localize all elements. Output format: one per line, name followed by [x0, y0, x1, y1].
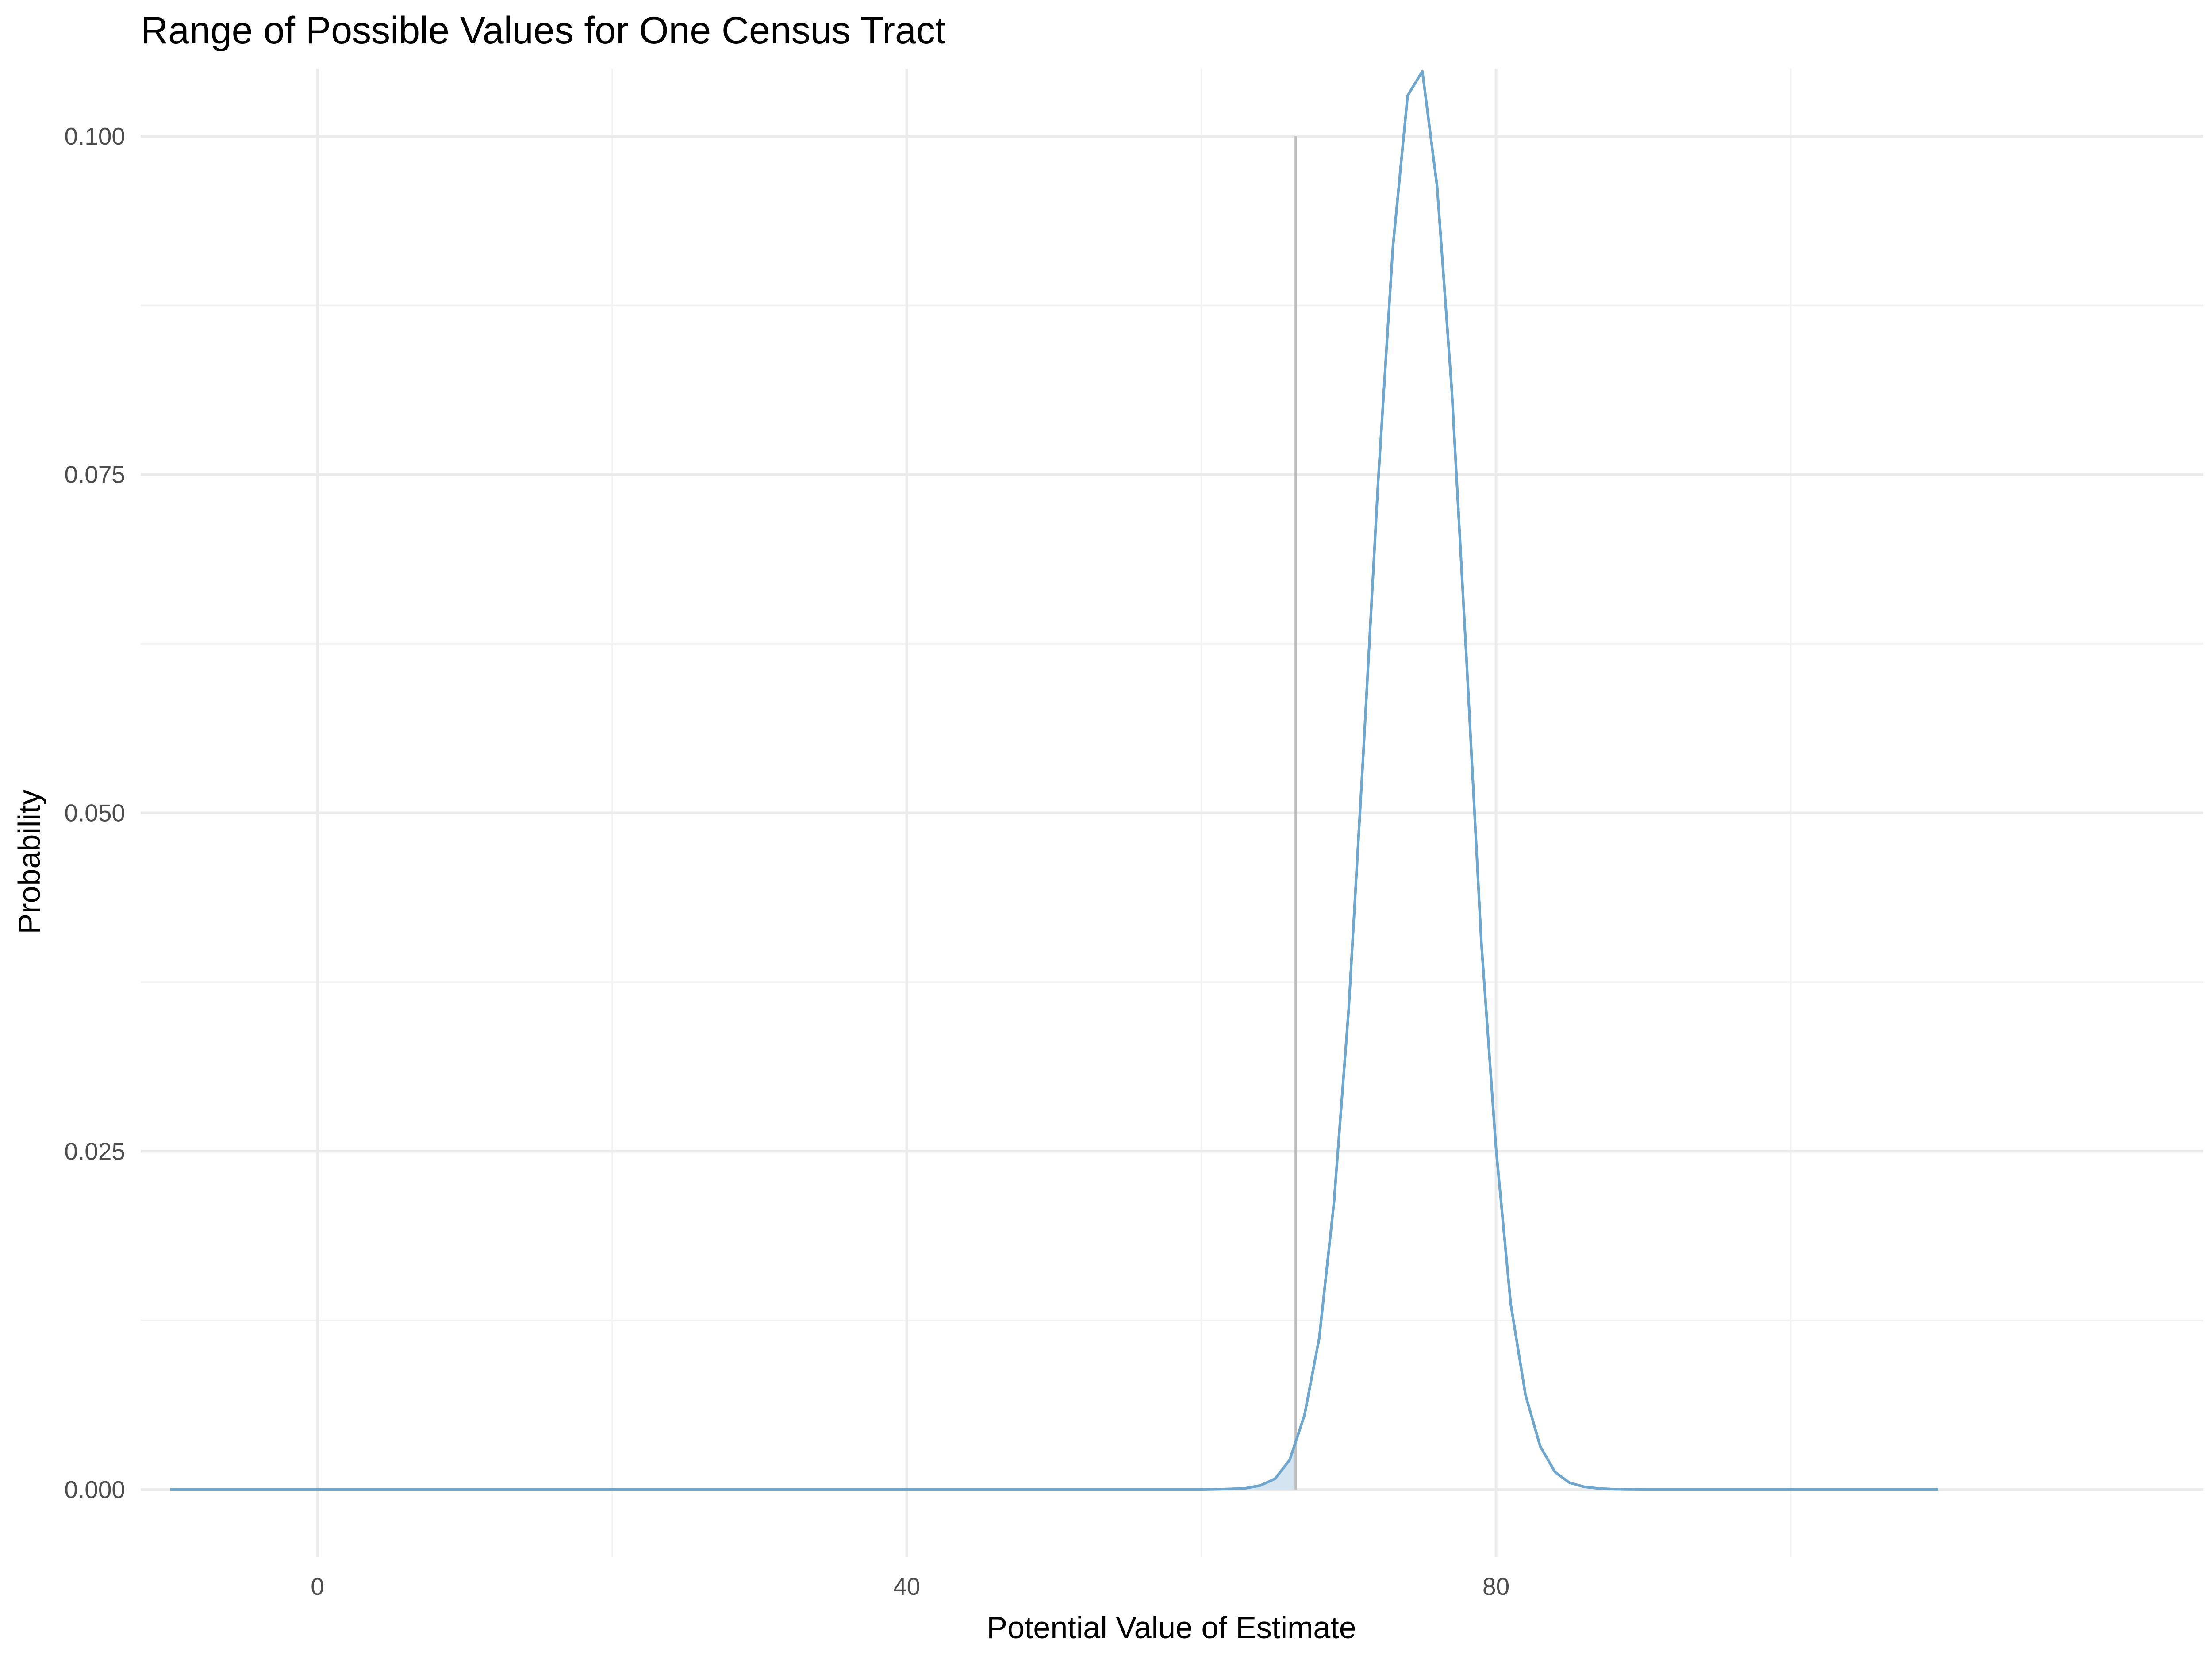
y-tick-label-3: 0.075	[64, 461, 125, 488]
minor-gridlines	[141, 69, 2203, 1557]
y-axis-title: Probability	[12, 790, 46, 934]
chart-title: Range of Possible Values for One Census …	[141, 9, 946, 52]
x-tick-label-1: 40	[893, 1573, 920, 1600]
x-tick-label-0: 0	[311, 1573, 324, 1600]
density-line	[170, 70, 1938, 1491]
x-axis-title: Potential Value of Estimate	[987, 1610, 1356, 1645]
x-tick-label-2: 80	[1482, 1573, 1509, 1600]
y-tick-label-2: 0.050	[64, 799, 125, 827]
y-tick-label-1: 0.025	[64, 1137, 125, 1165]
series-lines	[170, 70, 1938, 1491]
y-tick-label-4: 0.100	[64, 123, 125, 150]
y-axis-tick-labels: 0.000 0.025 0.050 0.075 0.100	[64, 123, 125, 1503]
y-tick-label-0: 0.000	[64, 1476, 125, 1503]
x-axis-tick-labels: 0 40 80	[311, 1573, 1509, 1600]
